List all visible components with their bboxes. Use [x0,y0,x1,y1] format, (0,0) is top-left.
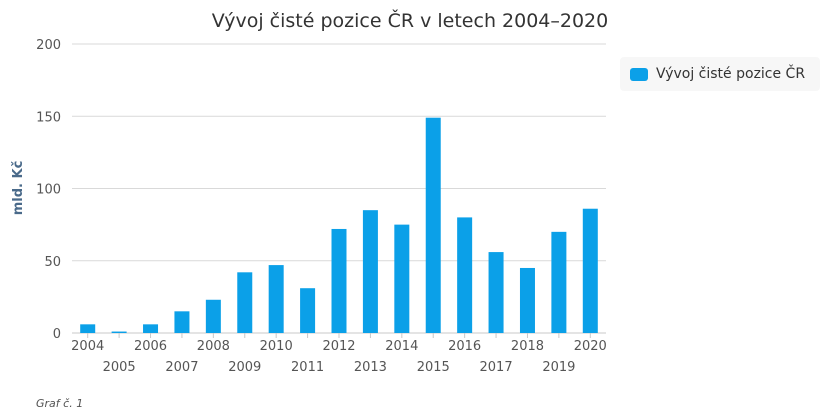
y-tick-labels: 0 50 100 150 200 [36,38,61,342]
legend-swatch [630,67,648,81]
bar-2008[interactable] [205,299,221,333]
x-tick-label: 2018 [511,339,544,354]
y-tick-label: 150 [36,110,61,125]
y-tick-label: 0 [53,327,61,342]
bar-2004[interactable] [80,324,96,333]
bar-2017[interactable] [488,252,504,333]
x-tick-label: 2014 [385,339,418,354]
figure-caption: Graf č. 1 [36,397,84,410]
bar-2010[interactable] [268,265,284,333]
y-tick-label: 100 [36,183,61,198]
x-tick-label: 2020 [574,339,607,354]
bar-2015[interactable] [425,117,441,333]
x-tick-labels: 2004 2005 2006 2007 2008 2009 2010 2011 2012 2013… [71,333,607,375]
y-tick-label: 50 [44,255,61,270]
x-tick-label: 2019 [542,360,575,375]
bar-2020[interactable] [582,208,598,333]
x-tick-label: 2009 [228,360,261,375]
bar-2019[interactable] [551,231,567,333]
bar-2018[interactable] [519,267,535,333]
x-tick-label: 2013 [354,360,387,375]
bar-2005[interactable] [111,331,127,333]
x-tick-label: 2017 [480,360,513,375]
x-tick-label: 2008 [197,339,230,354]
legend-label: Vývoj čisté pozice ČR [656,66,806,82]
bar-2009[interactable] [237,272,253,333]
bar-2016[interactable] [457,217,473,333]
x-tick-label: 2005 [103,360,136,375]
x-tick-label: 2012 [322,339,355,354]
x-tick-label: 2015 [417,360,450,375]
bar-2007[interactable] [174,311,190,333]
bar-2014[interactable] [394,224,410,333]
x-tick-label: 2010 [260,339,293,354]
x-tick-label: 2007 [165,360,198,375]
bar-2012[interactable] [331,228,347,333]
y-tick-label: 200 [36,38,61,53]
x-tick-label: 2011 [291,360,324,375]
x-tick-label: 2016 [448,339,481,354]
x-tick-label: 2004 [71,339,104,354]
bar-2006[interactable] [143,324,159,333]
chart-title: Vývoj čisté pozice ČR v letech 2004–2020 [212,8,608,32]
bar-2011[interactable] [300,288,316,333]
legend[interactable]: Vývoj čisté pozice ČR [620,57,820,91]
x-tick-label: 2006 [134,339,167,354]
bars [80,117,598,333]
bar-2013[interactable] [362,210,378,333]
y-axis-label: mld. Kč [11,161,26,216]
